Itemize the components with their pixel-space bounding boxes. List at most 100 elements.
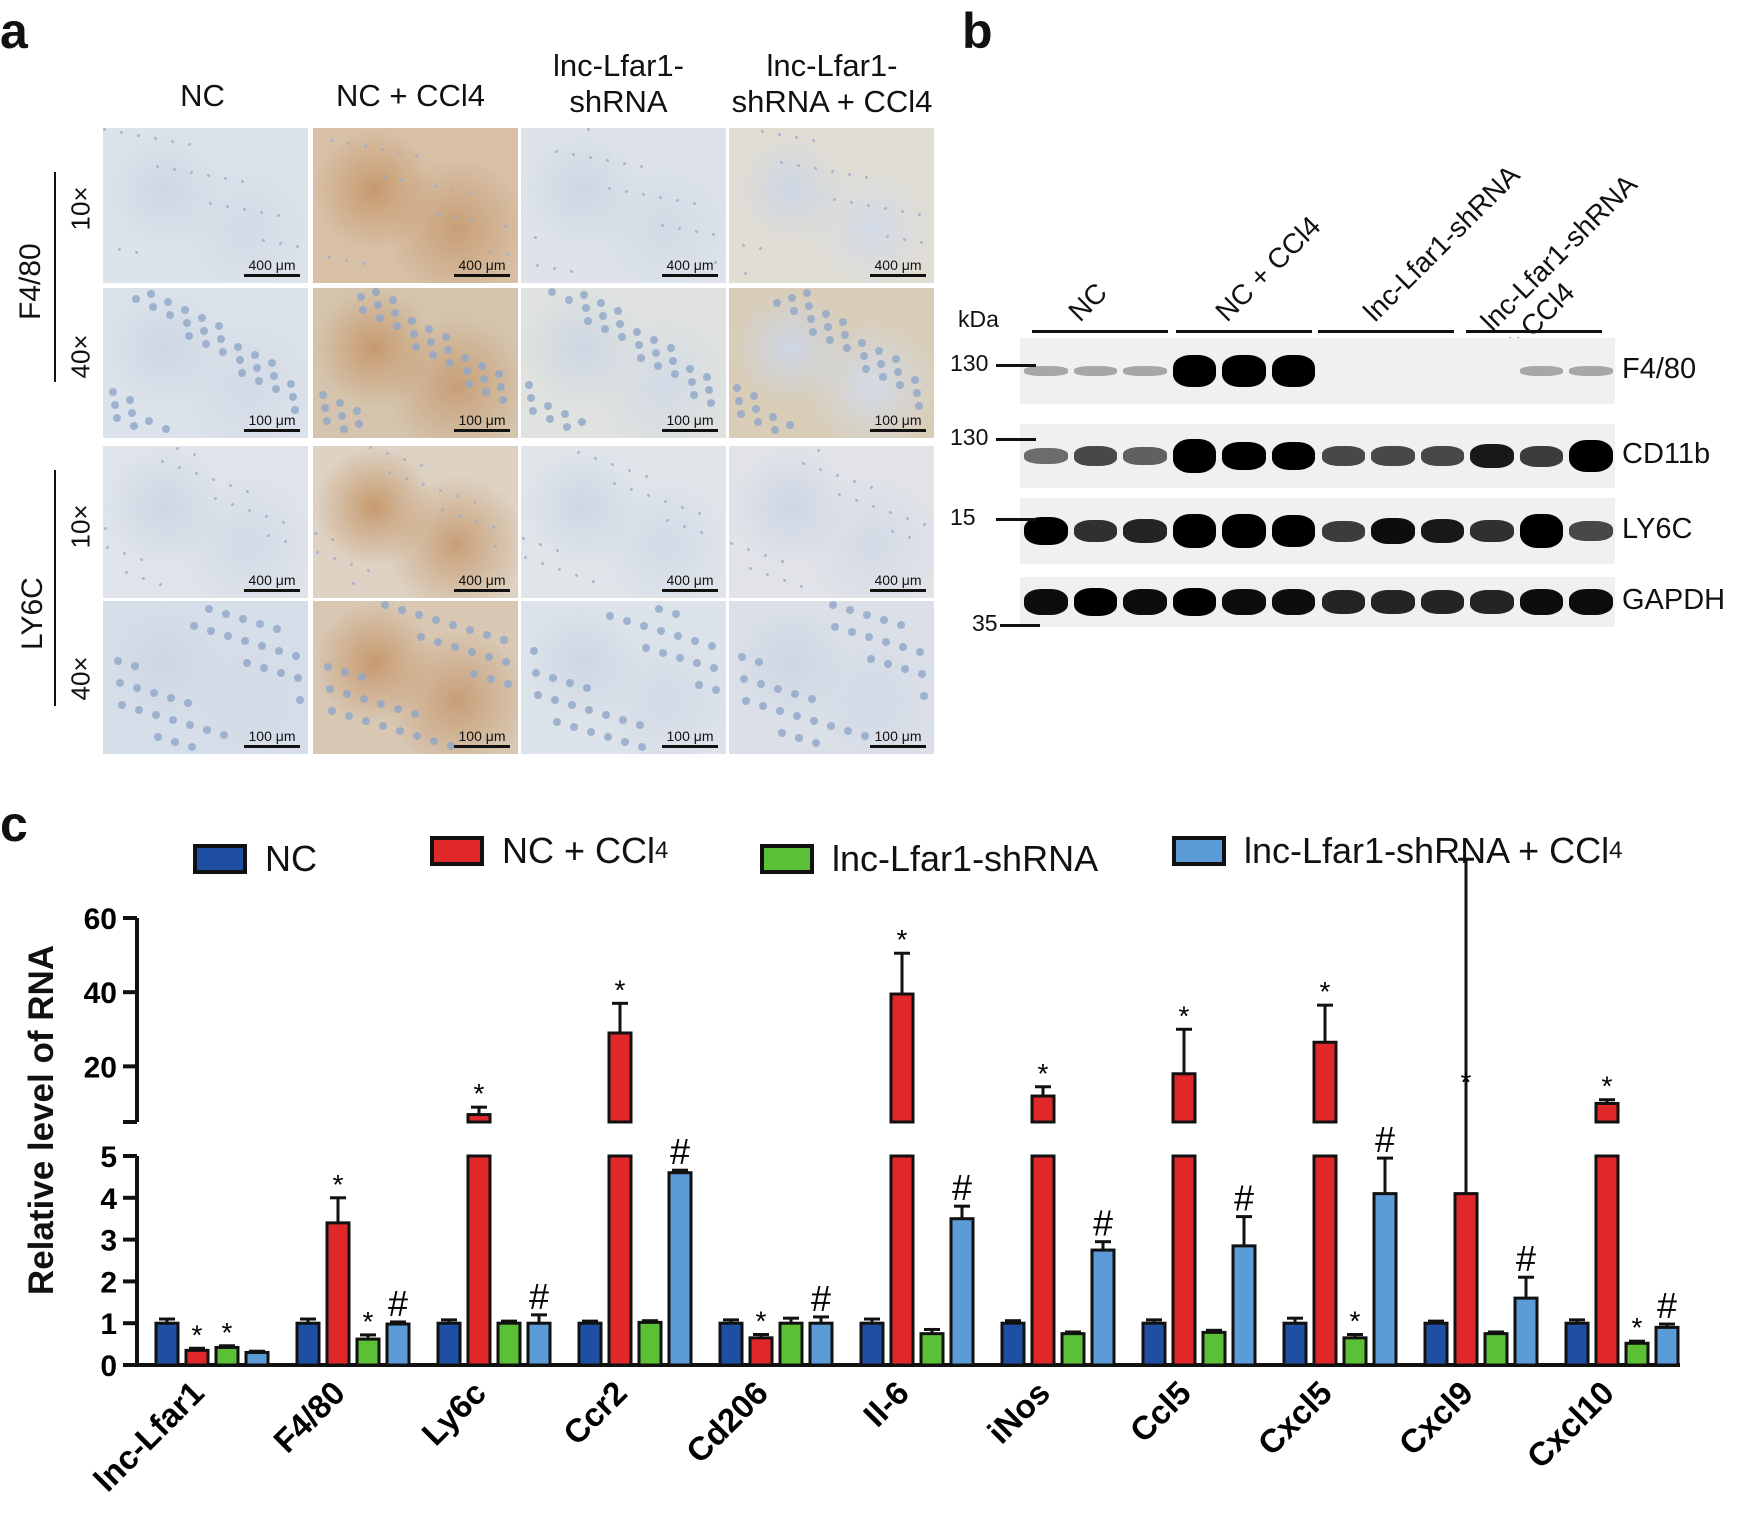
nucleus-dot xyxy=(703,373,711,381)
nucleus-dot xyxy=(582,304,590,312)
nucleus-dot xyxy=(865,633,873,641)
nucleus-dot xyxy=(114,657,122,665)
nucleus-dot xyxy=(891,530,894,533)
nucleus-dot xyxy=(920,692,928,700)
bar-lower-segment xyxy=(1594,1154,1620,1367)
nucleus-dot xyxy=(171,140,174,143)
nucleus-dot xyxy=(903,238,906,241)
nucleus-dot xyxy=(916,648,924,656)
nucleus-dot xyxy=(572,153,575,156)
protein-label: F4/80 xyxy=(1622,353,1697,385)
nucleus-dot xyxy=(289,393,297,401)
nucleus-dot xyxy=(640,622,648,630)
nucleus-dot xyxy=(522,537,525,540)
nucleus-dot xyxy=(755,658,763,666)
nucleus-dot xyxy=(672,610,680,618)
nucleus-dot xyxy=(219,348,227,356)
nucleus-dot xyxy=(485,653,493,661)
category-label: Il-6 xyxy=(856,1374,916,1434)
nucleus-dot xyxy=(405,477,408,480)
nucleus-dot xyxy=(747,548,750,551)
nucleus-dot xyxy=(358,673,366,681)
protein-label: CD11b xyxy=(1622,438,1711,470)
nucleus-dot xyxy=(886,235,889,238)
nucleus-dot xyxy=(695,681,703,689)
nucleus-dot xyxy=(645,475,648,478)
bar-lower-segment xyxy=(1312,1154,1338,1367)
bar xyxy=(1624,1341,1650,1367)
scale-bar: 100 μm xyxy=(662,412,718,432)
nucleus-dot xyxy=(489,250,492,253)
nucleus-dot xyxy=(882,638,890,646)
scale-bar-label: 400 μm xyxy=(874,257,922,273)
nucleus-dot xyxy=(690,391,698,399)
nucleus-dot xyxy=(468,648,476,656)
nucleus-dot xyxy=(884,660,892,668)
nucleus-dot xyxy=(587,128,590,131)
kda-marker-tick xyxy=(996,518,1036,521)
nucleus-dot xyxy=(396,727,404,735)
significance-mark: # xyxy=(1516,1238,1536,1279)
nucleus-dot xyxy=(575,574,578,577)
scale-bar-label: 100 μm xyxy=(248,412,296,428)
bar xyxy=(1372,1192,1398,1367)
nucleus-dot xyxy=(470,670,478,678)
nucleus-dot xyxy=(691,637,699,645)
nucleus-dot xyxy=(599,312,607,320)
nucleus-dot xyxy=(783,579,786,582)
nucleus-dot xyxy=(436,213,439,216)
nucleus-dot xyxy=(901,210,904,213)
column-header-shrna-ccl4: lnc-Lfar1- shRNA + CCl4 xyxy=(731,48,933,119)
nucleus-dot xyxy=(848,173,851,176)
nucleus-dot xyxy=(415,154,418,157)
bar xyxy=(778,1321,804,1367)
bar xyxy=(526,1321,552,1367)
significance-mark: # xyxy=(1657,1285,1677,1326)
nucleus-dot xyxy=(104,527,107,530)
category-label: Cxcl5 xyxy=(1251,1374,1339,1462)
nucleus-dot xyxy=(766,573,769,576)
kda-marker: 130 xyxy=(950,350,989,376)
nucleus-dot xyxy=(137,134,140,137)
nucleus-dot xyxy=(712,686,720,694)
blot-strip xyxy=(1020,338,1615,404)
bar xyxy=(1141,1321,1167,1367)
nucleus-dot xyxy=(877,360,885,368)
nucleus-dot xyxy=(456,495,459,498)
nucleus-dot xyxy=(393,322,401,330)
nucleus-dot xyxy=(539,543,542,546)
scale-bar: 400 μm xyxy=(870,257,926,277)
nucleus-dot xyxy=(379,722,387,730)
nucleus-dot xyxy=(253,364,261,372)
nucleus-dot xyxy=(862,365,870,373)
nucleus-dot xyxy=(833,198,836,201)
micrograph-tile: 100 μm xyxy=(103,288,308,438)
bar xyxy=(355,1337,381,1367)
nucleus-dot xyxy=(103,128,106,131)
nucleus-dot xyxy=(549,674,557,682)
bar xyxy=(1231,1244,1257,1367)
scale-bar-line xyxy=(662,745,718,748)
nucleus-dot xyxy=(260,664,268,672)
nucleus-dot xyxy=(570,270,573,273)
scale-bar-line xyxy=(244,274,300,277)
nucleus-dot xyxy=(340,425,348,433)
nucleus-dot xyxy=(686,365,694,373)
significance-mark: * xyxy=(474,1078,485,1109)
nucleus-dot xyxy=(544,402,552,410)
blot-band xyxy=(1024,448,1068,464)
nucleus-dot xyxy=(838,493,841,496)
nucleus-dot xyxy=(594,457,597,460)
blot-band xyxy=(1420,446,1465,466)
nucleus-dot xyxy=(135,251,138,254)
nucleus-dot xyxy=(738,653,746,661)
nucleus-dot xyxy=(563,423,571,431)
legend-item-nc: NC xyxy=(193,838,317,880)
nucleus-dot xyxy=(618,333,626,341)
nucleus-dot xyxy=(707,399,715,407)
nucleus-dot xyxy=(200,327,208,335)
nucleus-dot xyxy=(355,420,363,428)
nucleus-dot xyxy=(159,583,162,586)
nucleus-dot xyxy=(695,230,698,233)
micrograph-tile: 400 μm xyxy=(521,128,726,283)
